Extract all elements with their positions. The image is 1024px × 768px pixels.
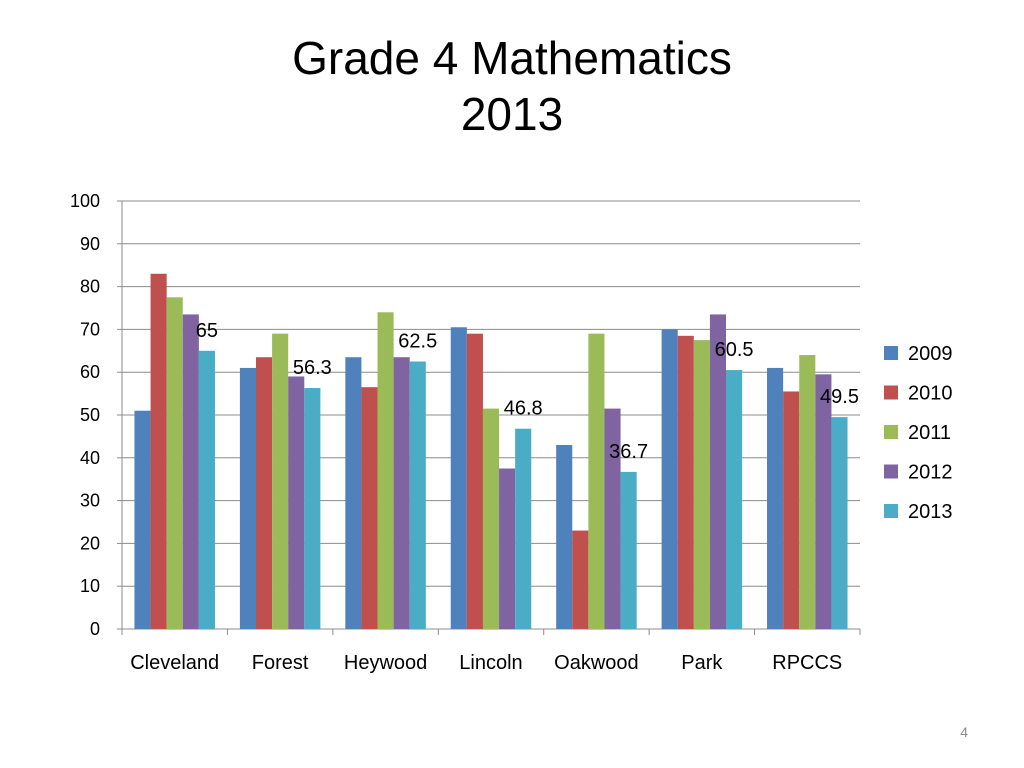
bar-2010-cleveland xyxy=(150,273,167,629)
legend-swatch-2010 xyxy=(884,385,898,400)
data-label: 56.3 xyxy=(293,357,332,379)
bar-2010-lincoln xyxy=(466,333,483,629)
data-label: 62.5 xyxy=(398,331,437,353)
x-tick-label: Forest xyxy=(252,652,309,674)
bar-2012-cleveland xyxy=(182,314,199,629)
x-tick-label: RPCCS xyxy=(772,652,842,674)
legend-label: 2009 xyxy=(908,343,953,365)
bar-2012-heywood xyxy=(393,357,410,629)
bar-2013-forest xyxy=(304,388,321,629)
bar-2013-heywood xyxy=(409,361,426,629)
bar-2012-park xyxy=(709,314,727,629)
legend-swatch-2012 xyxy=(884,464,898,479)
legend-label: 2012 xyxy=(908,462,953,484)
bar-2009-heywood xyxy=(345,357,362,629)
bar-2011-park xyxy=(693,340,710,629)
bar-2009-cleveland xyxy=(134,410,151,629)
legend-swatch-2009 xyxy=(884,346,898,360)
bar-2009-lincoln xyxy=(450,327,467,629)
x-tick-label: Oakwood xyxy=(554,652,639,674)
y-tick-label: 60 xyxy=(80,362,100,382)
bar-2010-oakwood xyxy=(572,530,589,629)
x-tick-label: Heywood xyxy=(344,652,427,674)
bar-2011-oakwood xyxy=(588,333,605,629)
y-tick-label: 90 xyxy=(80,234,100,254)
x-tick-label: Park xyxy=(681,652,723,674)
bar-2013-park xyxy=(726,370,743,629)
legend-swatch-2013 xyxy=(884,504,898,518)
y-tick-label: 40 xyxy=(80,448,100,468)
legend-label: 2011 xyxy=(908,422,951,444)
title-line-1: Grade 4 Mathematics xyxy=(292,32,732,84)
y-tick-label: 100 xyxy=(70,191,100,211)
bar-2011-rpccs xyxy=(799,355,816,629)
bar-2011-cleveland xyxy=(166,297,183,629)
y-tick-label: 20 xyxy=(80,533,100,553)
legend-swatch-2011 xyxy=(884,425,898,439)
bar-2009-park xyxy=(661,329,678,629)
bar-2009-oakwood xyxy=(556,444,573,629)
title-line-2: 2013 xyxy=(460,88,564,140)
bar-2013-rpccs xyxy=(831,417,848,629)
data-label: 49.5 xyxy=(820,386,859,408)
legend-label: 2010 xyxy=(908,383,953,405)
bar-2011-heywood xyxy=(377,312,394,629)
data-label: 46.8 xyxy=(504,398,543,420)
bar-2010-rpccs xyxy=(783,391,800,629)
bar-2012-rpccs xyxy=(815,374,832,629)
y-tick-label: 50 xyxy=(80,405,100,425)
y-tick-label: 80 xyxy=(80,277,100,297)
bar-2010-park xyxy=(677,335,694,629)
y-tick-label: 0 xyxy=(90,619,100,639)
y-tick-label: 10 xyxy=(80,576,100,596)
bar-2012-oakwood xyxy=(604,408,621,629)
bar-2009-forest xyxy=(239,367,256,629)
x-tick-label: Lincoln xyxy=(459,652,522,674)
data-label: 36.7 xyxy=(609,441,648,463)
y-tick-label: 30 xyxy=(80,491,100,511)
bar-2011-lincoln xyxy=(482,408,500,629)
bar-2009-rpccs xyxy=(767,367,784,629)
y-tick-label: 70 xyxy=(80,319,100,339)
bar-2010-heywood xyxy=(361,387,378,629)
data-label: 65 xyxy=(196,320,218,342)
bar-2013-oakwood xyxy=(620,471,637,629)
slide-title: Grade 4 Mathematics 2013 xyxy=(0,30,1024,142)
bar-2011-forest xyxy=(272,333,289,629)
bar-2012-forest xyxy=(288,376,305,629)
bar-2013-lincoln xyxy=(515,428,532,629)
page-number: 4 xyxy=(960,724,968,740)
data-label: 60.5 xyxy=(715,339,754,361)
bar-2010-forest xyxy=(255,357,273,629)
legend-label: 2013 xyxy=(908,501,953,523)
bar-2013-cleveland xyxy=(198,350,215,629)
x-tick-label: Cleveland xyxy=(130,652,219,674)
bar-2012-lincoln xyxy=(499,468,516,629)
